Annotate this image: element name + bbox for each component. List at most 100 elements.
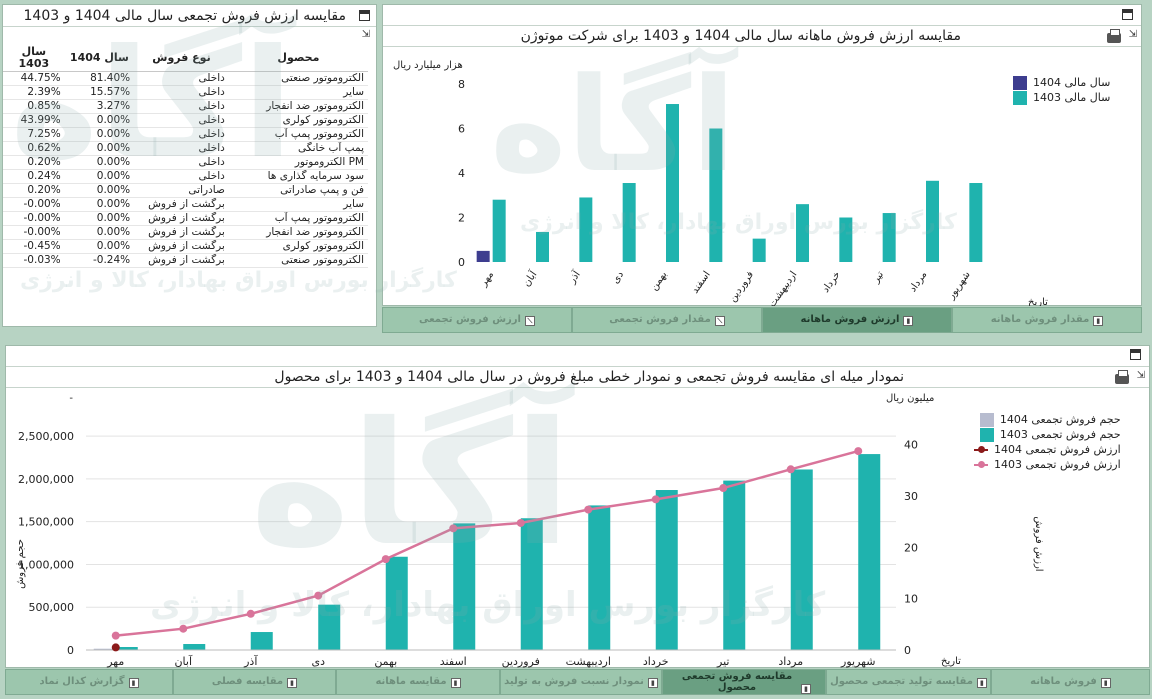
tab-cumulative-value[interactable]: ⟋ارزش فروش تجمعی xyxy=(382,307,572,333)
cell-product: الکتروموتور کولری xyxy=(228,239,368,254)
y2-tick-label: 10 xyxy=(904,593,918,606)
maximize-icon[interactable] xyxy=(359,10,370,21)
tab-monthly-quantity[interactable]: ▮مقدار فروش ماهانه xyxy=(952,307,1142,333)
cell-1403: -0.00% xyxy=(3,211,65,226)
export-icon[interactable]: ⇲ xyxy=(361,29,370,40)
table-row[interactable]: الکتروموتور کولری داخلی 0.00% 43.99% xyxy=(3,113,368,128)
tab-monthly-value[interactable]: ▮ارزش فروش ماهانه xyxy=(762,307,952,333)
cell-product: پمپ آب خانگی xyxy=(228,141,368,156)
tab-bottom-2[interactable]: ▮مقایسه ماهانه xyxy=(336,669,500,695)
y-tick-label: 0 xyxy=(458,256,465,269)
x-tick-label: تیر xyxy=(716,655,729,668)
cell-product: سایر xyxy=(228,197,368,212)
bar-1403 xyxy=(666,104,679,263)
bar-1403 xyxy=(250,632,273,650)
table-row[interactable]: الکتروموتور کولری برگشت از فروش 0.00% -0.45… xyxy=(3,239,368,254)
col-header-1403[interactable]: سال 1403 xyxy=(3,45,65,72)
cell-1403: 43.99% xyxy=(3,113,65,128)
point-1403 xyxy=(719,484,728,493)
bar-1403 xyxy=(536,231,549,262)
tab-label: مقایسه فصلی xyxy=(211,676,284,687)
maximize-icon[interactable] xyxy=(1130,349,1141,360)
bar-1403 xyxy=(796,204,809,262)
table-row[interactable]: سایر داخلی 15.57% 2.39% xyxy=(3,85,368,100)
col-header-product[interactable]: محصول xyxy=(228,45,368,72)
table-row[interactable]: سایر برگشت از فروش 0.00% -0.00% xyxy=(3,197,368,212)
legend-line-marker xyxy=(974,460,988,470)
bar-1403 xyxy=(183,644,206,650)
point-1403 xyxy=(314,591,323,600)
cell-1404: 3.27% xyxy=(64,99,135,114)
table-row[interactable]: پمپ آب خانگی داخلی 0.00% 0.62% xyxy=(3,141,368,156)
bar-1403 xyxy=(926,180,939,262)
cell-1403: 0.20% xyxy=(3,183,65,198)
cell-1404: 0.00% xyxy=(64,141,135,156)
x-tick-label: بهمن xyxy=(649,269,670,292)
bar-1403 xyxy=(969,183,983,262)
table-row[interactable]: الکتروموتور پمپ آب داخلی 0.00% 7.25% xyxy=(3,127,368,142)
cell-product: سود سرمایه گذاری ها xyxy=(228,169,368,184)
cell-1403: 0.62% xyxy=(3,141,65,156)
cell-1404: 0.00% xyxy=(64,169,135,184)
tab-bottom-4[interactable]: ▮ مقایسه فروش تجمعی محصول xyxy=(662,669,826,695)
x-tick-label: دی xyxy=(311,655,325,668)
bar-1403 xyxy=(655,490,678,650)
cumulative-chart-title: نمودار میله ای مقایسه فروش تجمعی و نمودا… xyxy=(274,369,904,385)
legend-swatch xyxy=(979,412,994,427)
tab-label: نمودار نسبت فروش به تولید xyxy=(504,676,644,687)
cell-1404: 0.00% xyxy=(64,127,135,142)
cell-sale-type: برگشت از فروش xyxy=(134,253,229,268)
cumulative-panel: نمودار میله ای مقایسه فروش تجمعی و نمودا… xyxy=(5,345,1150,668)
cell-1403: 44.75% xyxy=(3,71,65,86)
bar-1403 xyxy=(115,647,138,650)
legend-label: سال مالی 1404 xyxy=(1033,76,1111,89)
tab-cumulative-quantity[interactable]: ⟋مقدار فروش تجمعی xyxy=(572,307,762,333)
x-axis-label: تاریخ xyxy=(941,656,961,667)
tab-label: گزارش کدال نماد xyxy=(39,676,125,687)
point-1403 xyxy=(516,518,525,527)
bar-1403 xyxy=(882,213,896,262)
cell-product: الکتروموتور صنعتی xyxy=(228,253,368,268)
bar-1403 xyxy=(622,183,636,262)
table-row[interactable]: الکتروموتور ضد انفجار برگشت از فروش 0.00% -… xyxy=(3,225,368,240)
table-row[interactable]: الکتروموتور صنعتی داخلی 81.40% 44.75% xyxy=(3,71,368,86)
cell-1404: 0.00% xyxy=(64,113,135,128)
print-icon[interactable] xyxy=(1115,370,1129,384)
cell-product: الکتروموتور پمپ آب xyxy=(228,211,368,226)
cell-sale-type: داخلی xyxy=(134,127,229,142)
cell-1403: 7.25% xyxy=(3,127,65,142)
legend-item: حجم فروش تجمعی 1404 xyxy=(974,412,1121,427)
tab-bottom-0[interactable]: ▮گزارش کدال نماد xyxy=(5,669,173,695)
tab-bottom-6[interactable]: ▮فروش ماهانه xyxy=(991,669,1150,695)
bar-1403 xyxy=(723,480,746,650)
cell-sale-type: داخلی xyxy=(134,155,229,170)
bar-1403 xyxy=(453,523,476,650)
table-row[interactable]: فن و پمپ صادراتی صادراتی 0.00% 0.20% xyxy=(3,183,368,198)
y-tick-label: 2 xyxy=(458,212,465,225)
maximize-icon[interactable] xyxy=(1122,9,1133,20)
table-row[interactable]: PM الکتروموتور داخلی 0.00% 0.20% xyxy=(3,155,368,170)
table-row[interactable]: الکتروموتور ضد انفجار داخلی 3.27% 0.85% xyxy=(3,99,368,114)
point-1404 xyxy=(111,643,120,652)
table-row[interactable]: سود سرمایه گذاری ها داخلی 0.00% 0.24% xyxy=(3,169,368,184)
x-tick-label: فروردین xyxy=(502,655,540,668)
tab-bottom-1[interactable]: ▮مقایسه فصلی xyxy=(173,669,336,695)
table-row[interactable]: الکتروموتور پمپ آب برگشت از فروش 0.00% -0.0… xyxy=(3,211,368,226)
table-wrap: محصول نوع فروش سال 1404 سال 1403 الکتروم… xyxy=(3,45,368,327)
tab-bottom-5[interactable]: ▮مقایسه تولید تجمعی محصول xyxy=(826,669,991,695)
export-icon[interactable]: ⇲ xyxy=(1128,29,1137,40)
cell-1404: 15.57% xyxy=(64,85,135,100)
col-header-type[interactable]: نوع فروش xyxy=(134,45,229,72)
legend-label: ارزش فروش تجمعی 1404 xyxy=(994,443,1121,456)
col-header-1404[interactable]: سال 1404 xyxy=(64,45,135,72)
cell-1404: 0.00% xyxy=(64,211,135,226)
cell-product: الکتروموتور کولری xyxy=(228,113,368,128)
print-icon[interactable] xyxy=(1107,29,1121,43)
x-tick-label: اردیبهشت xyxy=(566,655,611,668)
table-row[interactable]: الکتروموتور صنعتی برگشت از فروش -0.24% -0.0… xyxy=(3,253,368,268)
cell-product: الکتروموتور ضد انفجار xyxy=(228,225,368,240)
cell-product: الکتروموتور ضد انفجار xyxy=(228,99,368,114)
cell-1404: 0.00% xyxy=(64,225,135,240)
tab-bottom-3[interactable]: ▮نمودار نسبت فروش به تولید xyxy=(500,669,662,695)
export-icon[interactable]: ⇲ xyxy=(1136,370,1145,381)
